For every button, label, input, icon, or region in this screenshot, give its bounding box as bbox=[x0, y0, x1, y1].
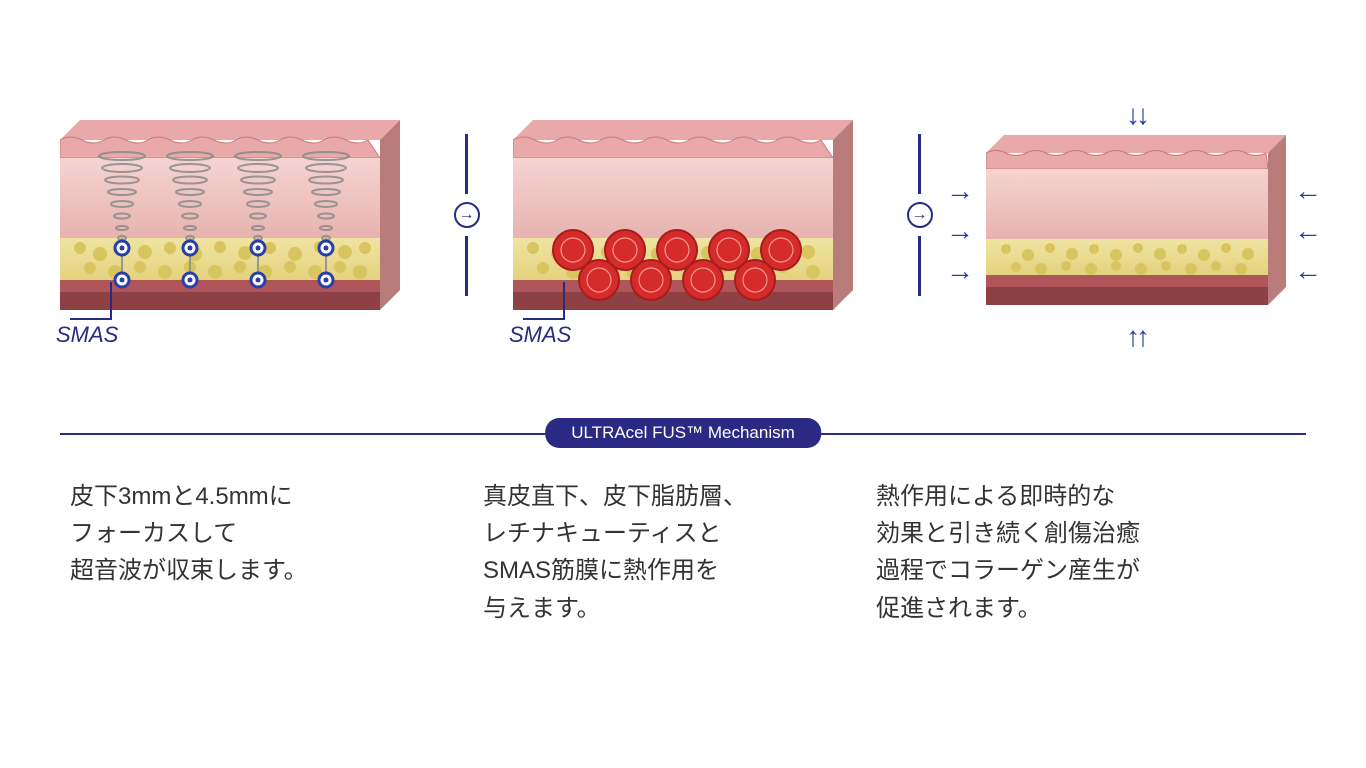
caption-3: 熱作用による即時的な効果と引き続く創傷治癒過程でコラーゲン産生が促進されます。 bbox=[876, 478, 1296, 627]
smas-label-2: SMAS bbox=[509, 322, 571, 348]
compress-arrow-left-3: → bbox=[946, 255, 974, 287]
compress-arrow-left-1: → bbox=[946, 175, 974, 207]
smas-pointer-1 bbox=[110, 282, 112, 320]
arrow-separator-2: → bbox=[892, 134, 948, 296]
infographic-container: SMAS → bbox=[0, 0, 1366, 768]
caption-1: 皮下3mmと4.5mmにフォーカスして超音波が収束します。 bbox=[70, 478, 450, 627]
captions-row: 皮下3mmと4.5mmにフォーカスして超音波が収束します。 真皮直下、皮下脂肪層… bbox=[60, 478, 1306, 627]
smas-pointer-2 bbox=[563, 282, 565, 320]
compress-arrow-top: ↓↓ bbox=[1126, 99, 1146, 131]
compress-arrow-left-2: → bbox=[946, 215, 974, 247]
compress-arrow-right-1: ← bbox=[1294, 175, 1322, 207]
panels-row: SMAS → bbox=[60, 70, 1306, 360]
caption-2: 真皮直下、皮下脂肪層、レチナキューティスとSMAS筋膜に熱作用を与えます。 bbox=[483, 478, 863, 627]
compress-arrow-right-2: ← bbox=[1294, 215, 1322, 247]
panel-focus: SMAS bbox=[60, 120, 420, 310]
panel-heat: SMAS bbox=[513, 120, 873, 310]
panel-contract: ↓↓ ↑↑ → → → ← ← ← bbox=[966, 125, 1306, 305]
smas-label-1: SMAS bbox=[56, 322, 118, 348]
skin-block-3 bbox=[986, 135, 1286, 305]
divider-row: ULTRAcel FUS™ Mechanism bbox=[60, 418, 1306, 448]
arrow-icon: → bbox=[907, 202, 933, 228]
mechanism-pill: ULTRAcel FUS™ Mechanism bbox=[545, 418, 821, 448]
arrow-separator-1: → bbox=[439, 134, 495, 296]
compress-arrow-right-3: ← bbox=[1294, 255, 1322, 287]
compress-arrow-bottom: ↑↑ bbox=[1126, 321, 1146, 353]
arrow-icon: → bbox=[454, 202, 480, 228]
skin-svg-3 bbox=[986, 135, 1286, 305]
